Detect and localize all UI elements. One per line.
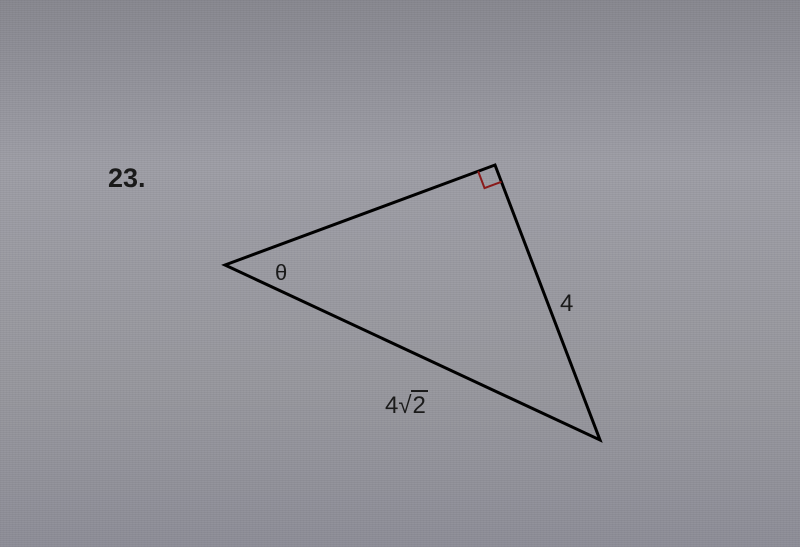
hypotenuse-label: 4√2 (385, 390, 428, 420)
hypotenuse-coef: 4 (385, 392, 398, 420)
side-length-label: 4 (560, 290, 573, 318)
theta-label: θ (275, 260, 287, 286)
radicand: 2 (411, 390, 428, 420)
triangle-svg (190, 150, 680, 480)
question-number: 23. (108, 163, 146, 194)
triangle-diagram: θ 4 4√2 (190, 150, 680, 485)
